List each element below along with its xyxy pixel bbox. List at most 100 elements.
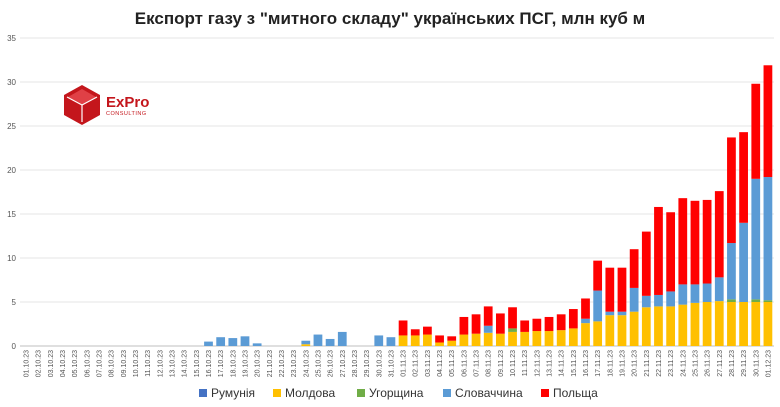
bar-segment xyxy=(605,311,615,316)
legend-swatch xyxy=(199,389,207,397)
x-tick-label: 12.11.23 xyxy=(534,350,541,377)
x-tick-label: 11.10.23 xyxy=(145,350,152,377)
legend-label: Словаччина xyxy=(455,386,523,400)
legend-label: Молдова xyxy=(285,386,335,400)
x-tick-label: 20.11.23 xyxy=(632,350,639,377)
x-tick-label: 21.10.23 xyxy=(267,350,274,377)
x-tick-label: 01.11.23 xyxy=(401,350,408,377)
bar-segment xyxy=(751,83,761,179)
bar-segment xyxy=(483,325,493,333)
bar-segment xyxy=(593,260,603,291)
bar-segment xyxy=(690,302,700,346)
bar-segment xyxy=(617,267,627,312)
x-tick-label: 06.10.23 xyxy=(84,350,91,377)
expro-logo: ExPro CONSULTING xyxy=(64,85,149,125)
x-tick-label: 01.12.23 xyxy=(765,350,772,377)
bar-segment xyxy=(727,137,736,244)
x-tick-label: 22.10.23 xyxy=(279,350,286,377)
bar-segment xyxy=(423,326,432,335)
bar-segment xyxy=(617,315,627,346)
bar-segment xyxy=(301,340,311,345)
bar-segment xyxy=(702,283,712,302)
x-tick-label: 21.11.23 xyxy=(644,350,651,377)
x-tick-label: 03.11.23 xyxy=(425,350,432,377)
bar-segment xyxy=(471,333,481,346)
bar-segment xyxy=(325,338,335,346)
chart-grid xyxy=(20,37,774,347)
chart-legend: Румунія Молдова Угорщина Словаччина Польща xyxy=(199,386,598,400)
legend-swatch xyxy=(443,389,451,397)
bar-segment xyxy=(678,304,688,346)
bar-segment xyxy=(532,331,542,346)
bar-segment xyxy=(714,191,724,278)
bar-segment xyxy=(751,302,761,346)
x-tick-label: 04.10.23 xyxy=(60,350,67,377)
bar-segment xyxy=(617,311,627,316)
x-tick-label: 30.10.23 xyxy=(376,350,383,377)
legend-label: Угорщина xyxy=(369,386,424,400)
bar-segment xyxy=(751,178,761,300)
y-tick-label: 30 xyxy=(7,78,16,87)
bar-segment xyxy=(641,307,651,346)
chart-bars xyxy=(204,65,773,346)
bar-segment xyxy=(629,311,639,346)
y-axis: 0 5 10 15 20 25 30 35 xyxy=(7,34,16,351)
x-tick-label: 13.11.23 xyxy=(547,350,554,377)
x-tick-label: 18.11.23 xyxy=(607,350,614,377)
bar-segment xyxy=(204,341,213,346)
x-tick-label: 23.10.23 xyxy=(291,350,298,377)
x-tick-label: 17.11.23 xyxy=(595,350,602,377)
bar-segment xyxy=(228,338,238,346)
bar-segment xyxy=(763,302,773,346)
y-tick-label: 0 xyxy=(12,342,17,351)
x-tick-label: 10.10.23 xyxy=(133,350,140,377)
bar-segment xyxy=(398,335,408,346)
bar-segment xyxy=(423,334,432,346)
x-tick-label: 29.10.23 xyxy=(364,350,371,377)
x-tick-label: 27.10.23 xyxy=(340,350,347,377)
bar-segment xyxy=(544,316,554,332)
bar-segment xyxy=(593,290,603,322)
legend-label: Польща xyxy=(553,386,598,400)
bar-segment xyxy=(471,314,481,334)
bar-segment xyxy=(678,198,688,285)
bar-segment xyxy=(313,334,323,346)
bar-segment xyxy=(666,212,676,292)
bar-segment xyxy=(410,329,420,336)
logo-subtitle: CONSULTING xyxy=(106,111,147,117)
x-tick-label: 07.10.23 xyxy=(97,350,104,377)
y-tick-label: 20 xyxy=(7,166,16,175)
x-tick-label: 19.11.23 xyxy=(619,350,626,377)
x-tick-label: 07.11.23 xyxy=(474,350,481,377)
x-tick-label: 26.11.23 xyxy=(705,350,712,377)
bar-segment xyxy=(508,328,517,332)
bar-segment xyxy=(508,331,517,346)
bar-segment xyxy=(581,298,590,319)
bar-segment xyxy=(520,320,530,332)
legend-swatch xyxy=(541,389,549,397)
x-tick-label: 09.10.23 xyxy=(121,350,128,377)
x-tick-label: 10.11.23 xyxy=(510,350,517,377)
x-tick-label: 31.10.23 xyxy=(388,350,395,377)
x-tick-label: 20.10.23 xyxy=(255,350,262,377)
chart-title: Експорт газу з "митного складу" українсь… xyxy=(135,9,645,28)
bar-segment xyxy=(459,316,469,335)
x-tick-label: 26.10.23 xyxy=(328,350,335,377)
legend-swatch xyxy=(357,389,365,397)
bar-segment xyxy=(654,294,663,307)
x-tick-label: 05.11.23 xyxy=(449,350,456,377)
bar-segment xyxy=(763,300,773,302)
y-tick-label: 25 xyxy=(7,122,16,131)
bar-segment xyxy=(483,332,493,346)
bar-segment xyxy=(520,331,530,346)
y-tick-label: 10 xyxy=(7,254,16,263)
bar-segment xyxy=(568,309,578,329)
bar-segment xyxy=(593,321,603,346)
bar-segment xyxy=(240,336,250,346)
bar-segment xyxy=(751,299,761,302)
x-tick-label: 04.11.23 xyxy=(437,350,444,377)
bar-segment xyxy=(459,334,469,346)
x-tick-label: 25.10.23 xyxy=(315,350,322,377)
x-tick-label: 28.10.23 xyxy=(352,350,359,377)
